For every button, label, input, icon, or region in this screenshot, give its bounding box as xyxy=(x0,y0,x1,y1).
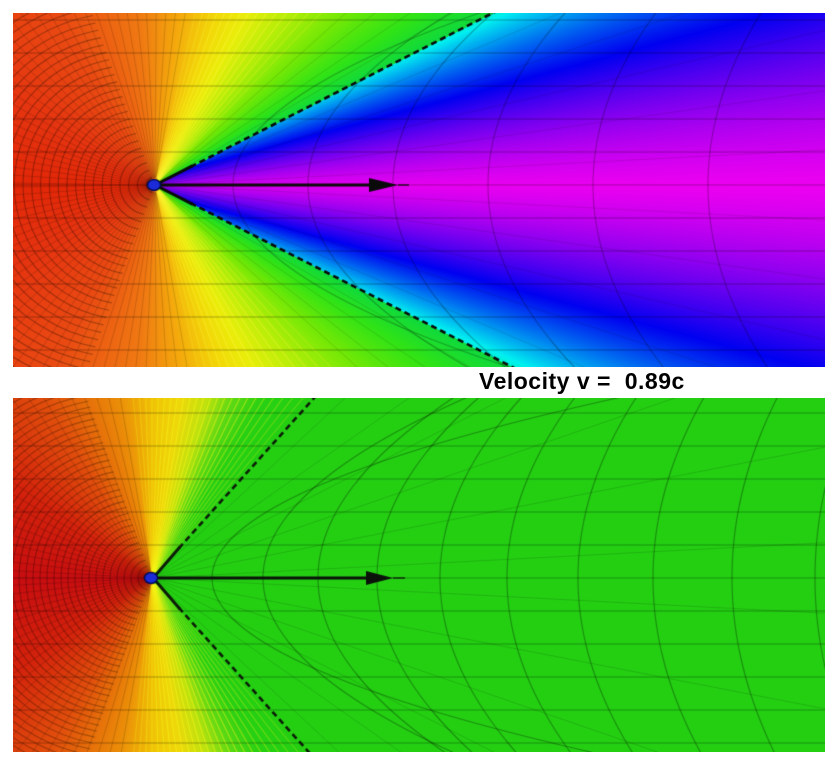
plain-panel-canvas xyxy=(13,398,825,752)
doppler-panel-canvas xyxy=(13,13,825,367)
velocity-label: Velocity v = 0.89c xyxy=(479,368,685,394)
